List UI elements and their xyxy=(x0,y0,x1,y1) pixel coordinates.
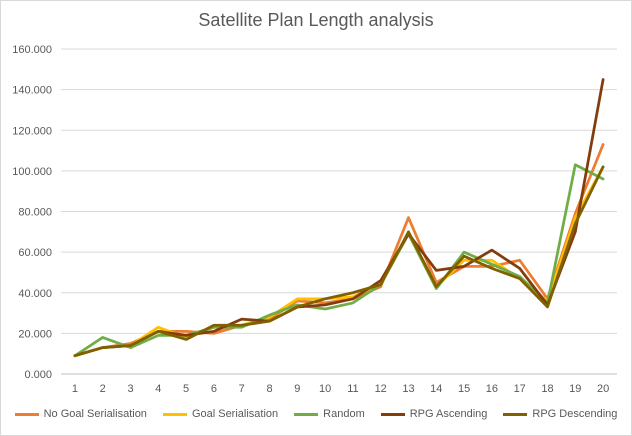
y-tick-label: 80.000 xyxy=(18,207,52,219)
x-tick-label: 15 xyxy=(458,383,470,395)
y-tick-label: 60.000 xyxy=(18,247,52,259)
y-tick-label: 20.000 xyxy=(18,328,52,340)
x-tick-label: 6 xyxy=(211,383,217,395)
x-tick-label: 11 xyxy=(347,383,358,395)
legend: No Goal Serialisation Goal Serialisation R… xyxy=(0,408,632,420)
y-axis-ticks: 0.000 20.000 40.000 60.000 80.000 100.000 120.… xyxy=(12,44,52,381)
x-tick-label: 9 xyxy=(294,383,300,395)
chart-title: Satellite Plan Length analysis xyxy=(198,10,434,30)
legend-item: Random xyxy=(294,408,365,420)
legend-label: RPG Descending xyxy=(532,408,618,420)
y-tick-label: 0.000 xyxy=(24,369,52,381)
x-tick-label: 7 xyxy=(239,383,245,395)
x-tick-label: 20 xyxy=(597,383,609,395)
legend-swatch xyxy=(162,412,187,416)
legend-item: RPG Ascending xyxy=(380,408,488,420)
x-tick-label: 5 xyxy=(183,383,189,395)
y-tick-label: 100.000 xyxy=(12,166,52,178)
gridlines xyxy=(61,48,617,375)
legend-swatch xyxy=(14,412,39,416)
legend-item: RPG Descending xyxy=(503,408,617,420)
series-line xyxy=(73,143,605,358)
legend-item: No Goal Serialisation xyxy=(14,408,147,420)
legend-swatch xyxy=(380,412,405,416)
y-tick-label: 40.000 xyxy=(18,288,52,300)
y-tick-label: 140.000 xyxy=(12,85,52,97)
x-tick-label: 4 xyxy=(155,383,161,395)
legend-item: Goal Serialisation xyxy=(162,408,279,420)
series-line xyxy=(73,78,605,358)
series-line xyxy=(73,165,605,358)
x-tick-label: 17 xyxy=(514,383,526,395)
x-tick-label: 13 xyxy=(402,383,414,395)
x-tick-label: 3 xyxy=(127,383,133,395)
legend-swatch xyxy=(503,412,528,416)
x-tick-label: 10 xyxy=(319,383,331,395)
x-tick-label: 16 xyxy=(486,383,498,395)
x-tick-label: 14 xyxy=(430,383,442,395)
legend-label: RPG Ascending xyxy=(409,408,488,420)
x-tick-label: 1 xyxy=(72,383,78,395)
x-tick-label: 19 xyxy=(569,383,581,395)
y-tick-label: 120.000 xyxy=(12,125,52,137)
legend-label: No Goal Serialisation xyxy=(43,408,147,420)
series-lines xyxy=(73,78,605,358)
x-tick-label: 18 xyxy=(541,383,553,395)
legend-label: Random xyxy=(323,408,365,420)
series-line xyxy=(73,163,605,358)
x-axis-ticks: 1 2 3 4 5 6 7 8 9 10 11 12 13 14 15 16 17 18 19 20 xyxy=(72,383,609,395)
legend-label: Goal Serialisation xyxy=(191,408,279,420)
x-tick-label: 2 xyxy=(100,383,106,395)
x-tick-label: 8 xyxy=(266,383,272,395)
legend-swatch xyxy=(294,412,319,416)
series-line xyxy=(73,165,605,358)
x-tick-label: 12 xyxy=(375,383,387,395)
y-tick-label: 160.000 xyxy=(12,44,52,56)
